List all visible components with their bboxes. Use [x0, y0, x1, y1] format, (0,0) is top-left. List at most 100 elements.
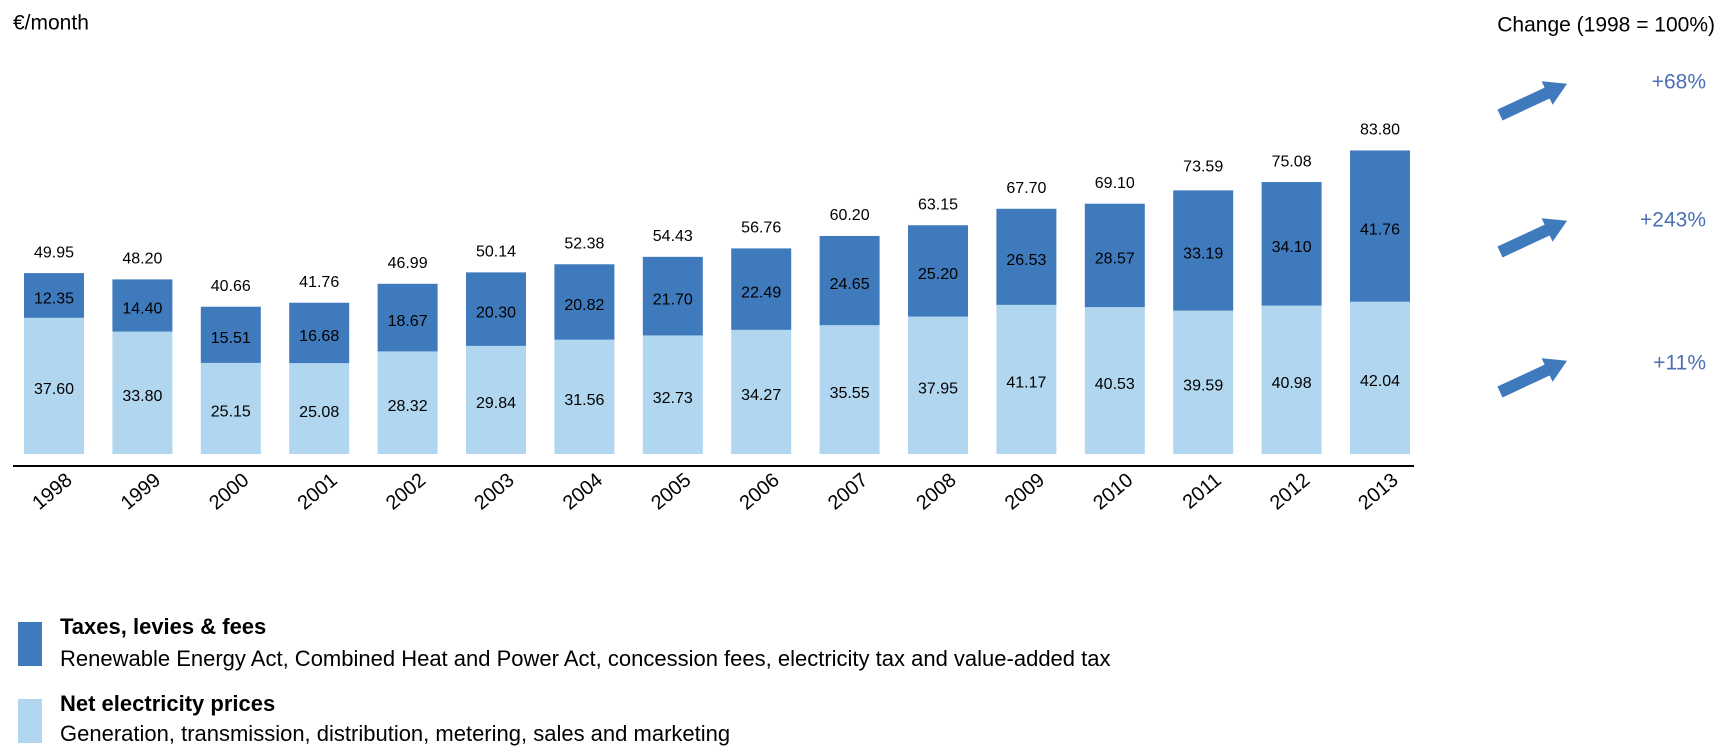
- bar-segment: [731, 329, 792, 454]
- total-label: 54.43: [653, 228, 693, 245]
- bar-segment: [377, 283, 438, 352]
- total-label: 56.76: [741, 220, 781, 237]
- x-tick-label: 2006: [736, 469, 784, 514]
- bar-segment: [466, 272, 526, 346]
- bar-segment: [1173, 190, 1234, 311]
- bar-segment: [112, 279, 173, 332]
- x-tick-label: 1999: [117, 469, 165, 514]
- value-label: 33.80: [122, 388, 162, 405]
- change-label: +11%: [1653, 352, 1706, 375]
- value-label: 40.98: [1272, 375, 1312, 392]
- total-label: 49.95: [34, 244, 74, 261]
- value-label: 39.59: [1183, 378, 1223, 395]
- legend-title: Taxes, levies & fees: [60, 614, 266, 639]
- bar-segment: [1261, 182, 1322, 306]
- bar-segment: [1084, 203, 1145, 308]
- value-label: 34.10: [1272, 239, 1312, 256]
- value-label: 28.32: [388, 398, 428, 415]
- legend-description: Generation, transmission, distribution, …: [60, 721, 730, 746]
- bar-segment: [200, 306, 261, 363]
- x-tick-label: 2008: [912, 469, 960, 514]
- y-axis-label: €/month: [13, 12, 89, 35]
- x-tick-label: 2002: [382, 469, 430, 514]
- bar-segment: [819, 235, 880, 326]
- total-label: 63.15: [918, 196, 958, 213]
- total-label: 69.10: [1095, 175, 1135, 192]
- value-label: 25.08: [299, 404, 339, 421]
- total-label: 50.14: [476, 244, 516, 261]
- value-label: 31.56: [564, 392, 604, 409]
- bar-segment: [24, 317, 84, 454]
- bar-segment: [112, 331, 173, 454]
- value-label: 12.35: [34, 291, 74, 308]
- bar-segment: [24, 273, 84, 318]
- value-label: 25.15: [211, 404, 251, 421]
- x-tick-label: 2003: [470, 469, 518, 514]
- value-label: 20.82: [564, 297, 604, 314]
- arrow: [1497, 218, 1568, 258]
- x-tick-label: 2004: [559, 469, 607, 514]
- bar-segment: [1173, 310, 1234, 454]
- value-label: 26.53: [1006, 252, 1046, 269]
- value-label: 41.17: [1006, 375, 1046, 392]
- bar-segment: [996, 304, 1057, 454]
- bar-segment: [908, 316, 968, 454]
- value-label: 40.53: [1095, 376, 1135, 393]
- legend-description: Renewable Energy Act, Combined Heat and …: [60, 646, 1110, 671]
- x-tick-label: 2001: [294, 469, 342, 514]
- value-label: 42.04: [1360, 373, 1400, 390]
- bar-segment: [819, 325, 880, 454]
- total-label: 75.08: [1272, 153, 1312, 170]
- bar-segment: [289, 302, 350, 364]
- arrows: [1497, 81, 1568, 398]
- value-label: 14.40: [122, 301, 162, 318]
- value-label: 22.49: [741, 284, 781, 301]
- bar-segment: [466, 345, 526, 454]
- value-label: 18.67: [388, 313, 428, 330]
- value-label: 37.60: [34, 381, 74, 398]
- bar-segment: [1261, 305, 1322, 454]
- bar-segment: [642, 335, 703, 454]
- x-tick-label: 2012: [1266, 469, 1314, 514]
- total-label: 67.70: [1006, 180, 1046, 197]
- bar-segment: [731, 248, 792, 330]
- value-label: 24.65: [830, 276, 870, 293]
- total-label: 46.99: [388, 255, 428, 272]
- x-tick-label: 1998: [28, 469, 76, 514]
- value-label: 21.70: [653, 291, 693, 308]
- bar-segment: [1084, 307, 1145, 454]
- x-tick-label: 2011: [1179, 469, 1226, 514]
- bar-segment: [642, 256, 703, 336]
- total-label: 60.20: [830, 207, 870, 224]
- value-label: 41.76: [1360, 221, 1400, 238]
- bar-segment: [554, 264, 615, 340]
- arrow: [1497, 358, 1568, 398]
- value-label: 15.51: [211, 330, 251, 347]
- bar-segment: [289, 363, 350, 454]
- value-label: 28.57: [1095, 251, 1135, 268]
- bar-segment: [554, 339, 615, 454]
- value-label: 37.95: [918, 380, 958, 397]
- total-label: 83.80: [1360, 122, 1400, 139]
- value-label: 25.20: [918, 266, 958, 283]
- value-label: 16.68: [299, 328, 339, 345]
- value-label: 35.55: [830, 385, 870, 402]
- total-label: 73.59: [1183, 159, 1223, 176]
- change-label: +243%: [1640, 209, 1706, 232]
- bar-segment: [1350, 301, 1410, 454]
- arrow: [1497, 81, 1568, 121]
- total-label: 48.20: [122, 251, 162, 268]
- total-label: 40.66: [211, 278, 251, 295]
- x-tick-label: 2013: [1354, 469, 1402, 514]
- bar-segment: [996, 208, 1057, 305]
- total-label: 41.76: [299, 274, 339, 291]
- right-title: Change (1998 = 100%): [1497, 14, 1715, 37]
- x-tick-label: 2007: [824, 469, 872, 514]
- x-tick-label: 2000: [205, 469, 253, 514]
- total-label: 52.38: [564, 235, 604, 252]
- x-tick-label: 2005: [647, 469, 695, 514]
- value-label: 29.84: [476, 395, 516, 412]
- bar-segment: [908, 225, 968, 317]
- bar-segment: [1350, 150, 1410, 302]
